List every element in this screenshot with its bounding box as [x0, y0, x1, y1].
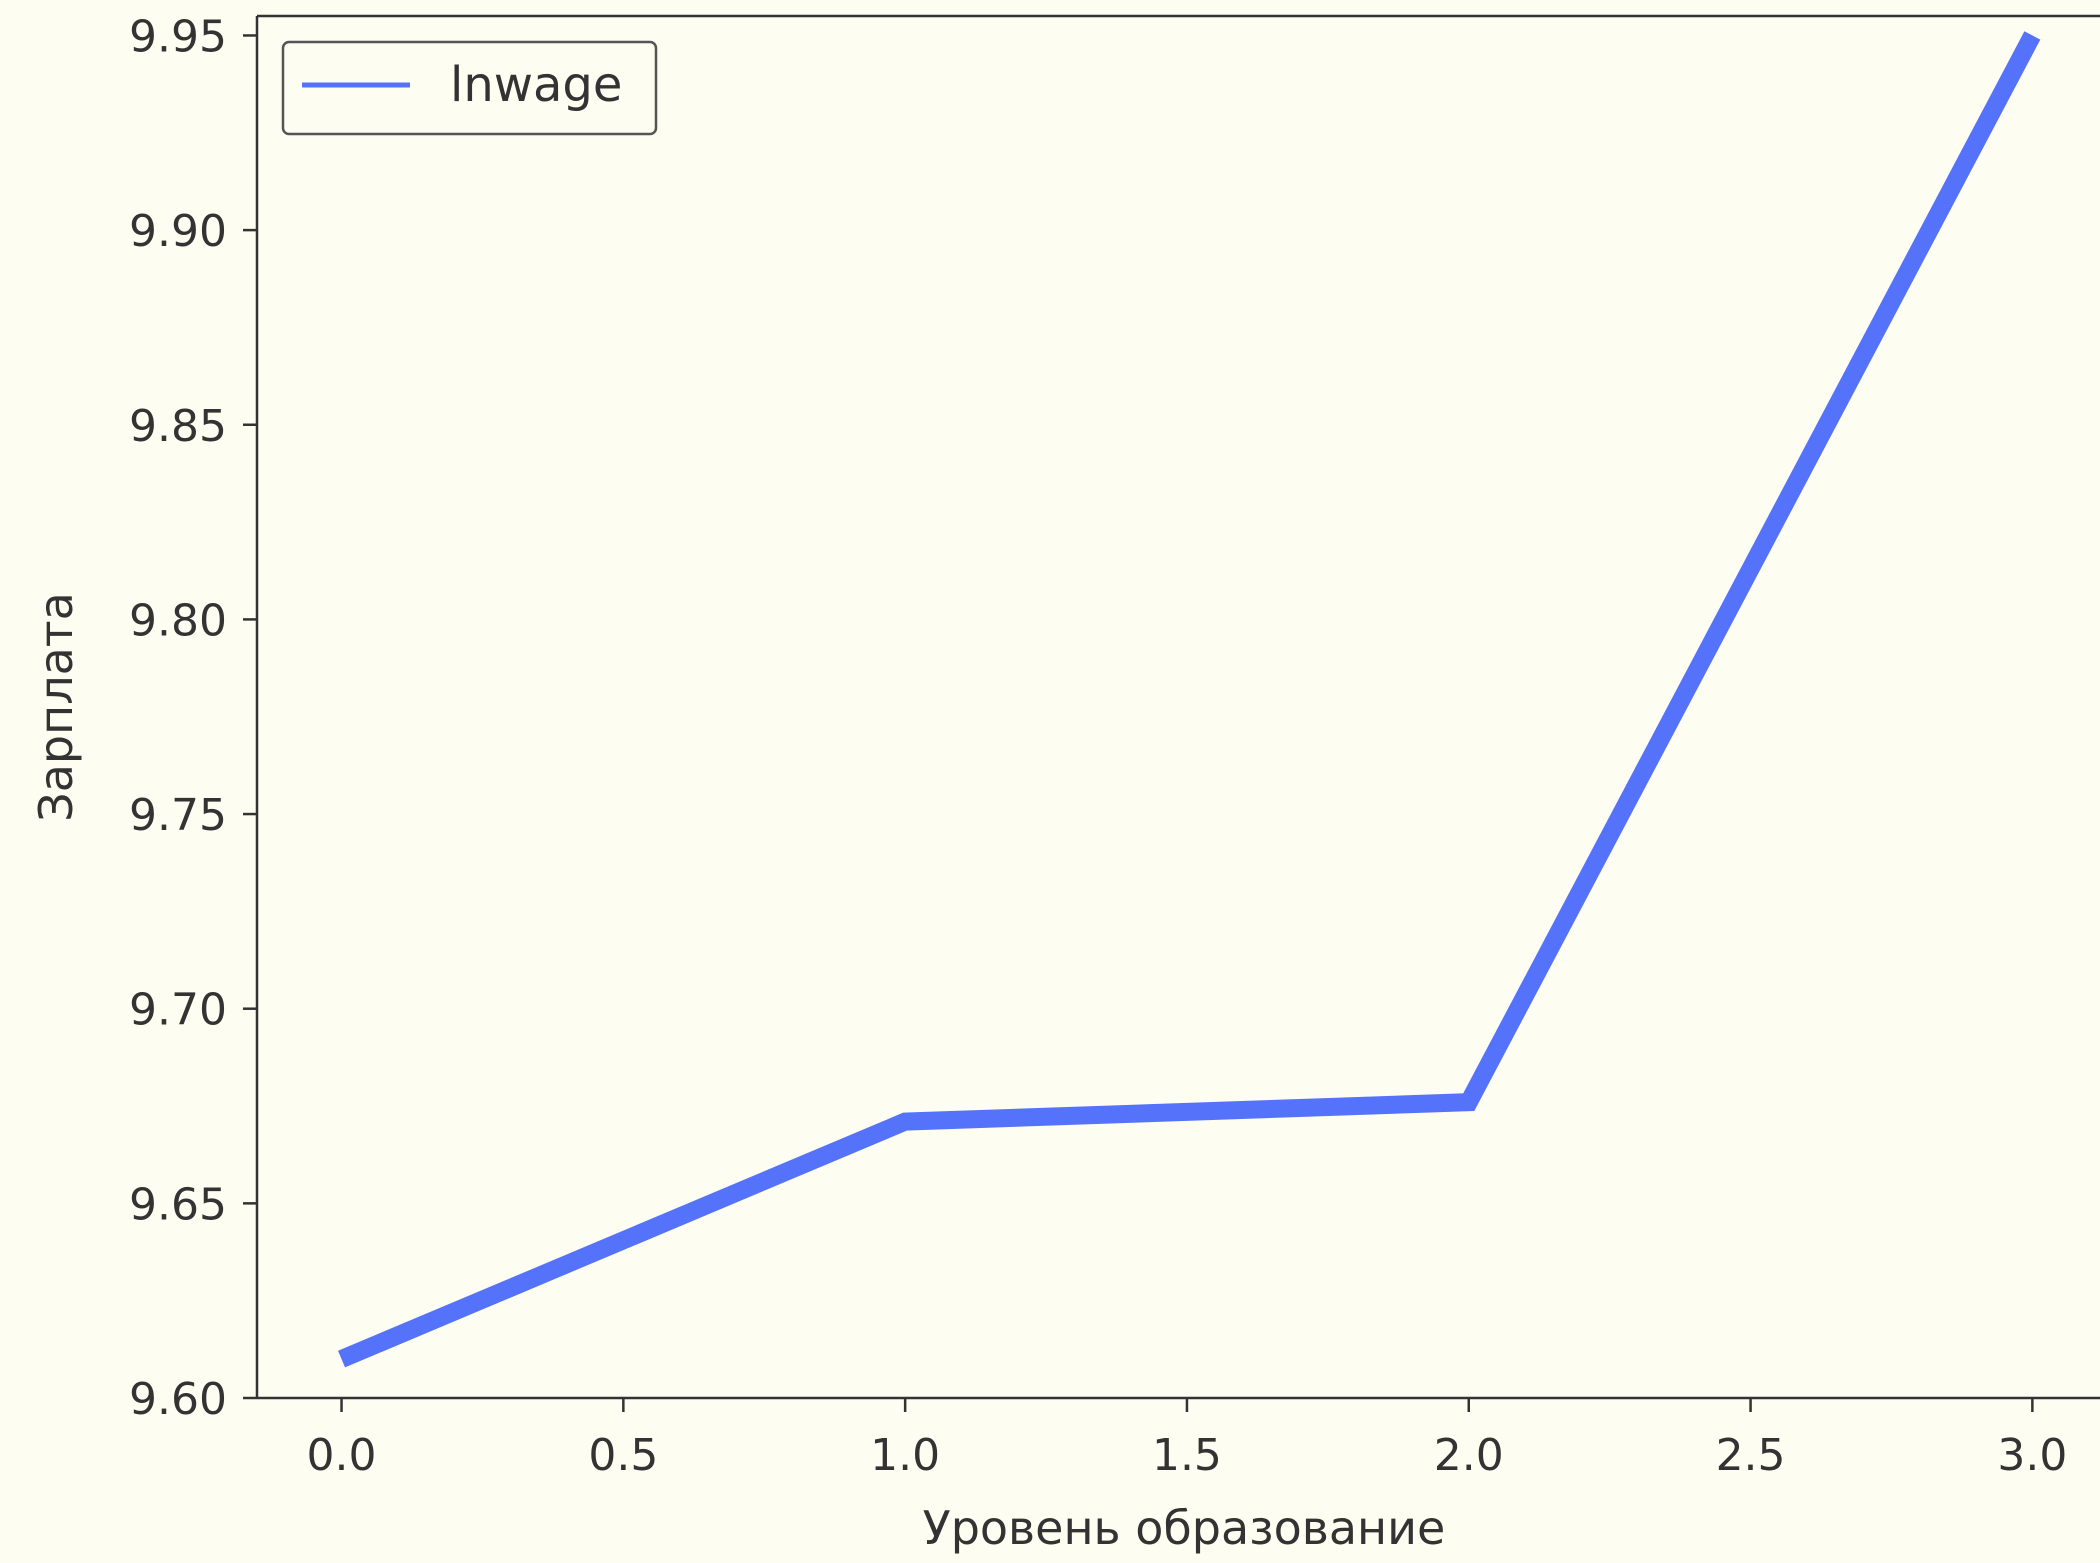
y-tick-label: 9.80	[129, 595, 227, 646]
y-tick-label: 9.75	[129, 790, 227, 841]
y-axis-label: Зарплата	[29, 592, 83, 822]
x-tick-label: 1.5	[1152, 1430, 1222, 1481]
x-ticks: 0.0 0.5 1.0 1.5 2.0 2.5 3.0	[307, 1398, 2067, 1481]
y-ticks: 9.60 9.65 9.70 9.75 9.80 9.85 9.90 9.95	[129, 11, 257, 1425]
legend: lnwage	[281, 40, 658, 136]
x-tick-label: 2.0	[1434, 1430, 1504, 1481]
x-axis-label: Уровень образование	[923, 1501, 1446, 1555]
plot-area	[257, 16, 2100, 1398]
series-line-lnwage	[338, 31, 2041, 1368]
x-tick-label: 1.0	[870, 1430, 940, 1481]
y-tick-label: 9.95	[129, 11, 227, 62]
y-tick-label: 9.90	[129, 206, 227, 257]
x-tick-label: 3.0	[1997, 1430, 2067, 1481]
x-tick-label: 0.5	[588, 1430, 658, 1481]
series-layer	[338, 31, 2041, 1368]
y-tick-label: 9.70	[129, 985, 227, 1036]
y-tick-label: 9.60	[129, 1374, 227, 1425]
y-tick-label: 9.65	[129, 1179, 227, 1230]
legend-box	[281, 40, 658, 136]
x-tick-label: 0.0	[307, 1430, 377, 1481]
legend-label: lnwage	[450, 57, 622, 113]
y-tick-label: 9.85	[129, 401, 227, 452]
x-tick-label: 2.5	[1716, 1430, 1786, 1481]
